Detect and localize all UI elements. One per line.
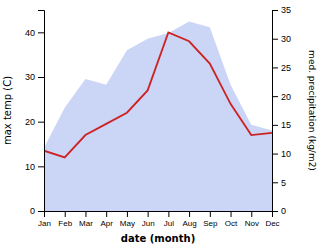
tick-mark bbox=[106, 211, 107, 217]
x-axis-title: date (month) bbox=[121, 233, 195, 244]
tick-label: 40 bbox=[25, 28, 35, 38]
tick-label: 0 bbox=[281, 206, 286, 216]
tick: 30 bbox=[272, 34, 291, 44]
tick-mark bbox=[231, 211, 232, 217]
tick-label: Feb bbox=[58, 219, 72, 228]
tick: 40 bbox=[25, 28, 44, 38]
tick-mark bbox=[38, 211, 44, 212]
tick-label: 20 bbox=[281, 92, 291, 102]
tick-mark bbox=[272, 211, 278, 212]
y2-axis-line bbox=[273, 11, 279, 212]
tick-label: 10 bbox=[281, 149, 291, 159]
tick-mark bbox=[127, 211, 128, 217]
chart: JanFebMarAprMayJunJulAugSepOctNovDec0102… bbox=[0, 0, 318, 247]
tick-label: 5 bbox=[281, 178, 286, 188]
tick: Oct bbox=[225, 211, 238, 228]
tick-mark bbox=[38, 32, 44, 33]
tick: Sep bbox=[203, 211, 218, 228]
tick-mark bbox=[272, 182, 278, 183]
tick-mark bbox=[272, 125, 278, 126]
tick-label: Sep bbox=[203, 219, 218, 228]
tick: Feb bbox=[58, 211, 72, 228]
y2-axis: 0 5 10 15 20 25 30 35 bbox=[272, 5, 291, 216]
tick-mark bbox=[148, 211, 149, 217]
tick-label: 20 bbox=[25, 117, 35, 127]
tick-label: Aug bbox=[182, 219, 196, 228]
tick-mark bbox=[65, 211, 66, 217]
tick-label: 10 bbox=[25, 162, 35, 172]
tick-mark bbox=[210, 211, 211, 217]
y-axis-title: max temp (C) bbox=[2, 76, 13, 145]
tick: Jun bbox=[142, 211, 155, 228]
tick-label: Apr bbox=[100, 219, 113, 228]
tick: Nov bbox=[245, 211, 259, 228]
tick-mark bbox=[272, 67, 278, 68]
tick-label: 30 bbox=[25, 72, 35, 82]
y-axis-line bbox=[38, 11, 45, 212]
tick-mark bbox=[38, 77, 44, 78]
tick: 15 bbox=[272, 120, 291, 130]
tick-label: 35 bbox=[281, 5, 291, 15]
tick-mark bbox=[272, 39, 278, 40]
temperature-line bbox=[44, 32, 272, 157]
plot-area: JanFebMarAprMayJunJulAugSepOctNovDec0102… bbox=[25, 5, 291, 227]
tick-label: 15 bbox=[281, 120, 291, 130]
tick: 35 bbox=[272, 5, 291, 15]
y2-axis-title: med. precipitation (kg/m2) bbox=[307, 50, 317, 171]
tick-label: Jan bbox=[38, 219, 51, 228]
x-axis: Jan Feb Mar Apr May Jun Jul Aug Sep Oct Nov Dec bbox=[38, 211, 280, 228]
tick-mark bbox=[272, 154, 278, 155]
tick: 10 bbox=[272, 149, 291, 159]
tick: Aug bbox=[182, 211, 196, 228]
tick-mark bbox=[272, 96, 278, 97]
tick: Mar bbox=[79, 211, 93, 228]
tick-mark bbox=[38, 122, 44, 123]
tick: Jul bbox=[164, 211, 174, 228]
tick-mark bbox=[251, 211, 252, 217]
tick-label: Jun bbox=[142, 219, 155, 228]
tick-label: Mar bbox=[79, 219, 93, 228]
tick: 25 bbox=[272, 63, 291, 73]
y-axis: 0 10 20 30 40 bbox=[25, 11, 45, 217]
tick: May bbox=[120, 211, 135, 228]
tick-label: 0 bbox=[30, 206, 35, 216]
tick-label: Nov bbox=[245, 219, 259, 228]
tick: Jan bbox=[38, 211, 51, 228]
tick: 0 bbox=[30, 206, 44, 216]
marks bbox=[44, 21, 272, 211]
tick-label: Oct bbox=[225, 219, 238, 228]
tick-label: 30 bbox=[281, 34, 291, 44]
tick: 20 bbox=[272, 92, 291, 102]
tick: Apr bbox=[100, 211, 113, 228]
tick: Dec bbox=[265, 211, 279, 228]
tick-label: May bbox=[120, 219, 135, 228]
tick-mark bbox=[272, 10, 278, 11]
tick-mark bbox=[85, 211, 86, 217]
tick: 10 bbox=[25, 162, 44, 172]
tick-label: Jul bbox=[164, 219, 174, 228]
tick: 20 bbox=[25, 117, 44, 127]
tick-label: 25 bbox=[281, 63, 291, 73]
tick: 0 bbox=[272, 206, 286, 216]
tick-label: Dec bbox=[265, 219, 279, 228]
x-axis-line bbox=[45, 212, 273, 218]
precipitation-area bbox=[44, 21, 272, 211]
tick: 30 bbox=[25, 72, 44, 82]
tick-mark bbox=[189, 211, 190, 217]
tick-mark bbox=[168, 211, 169, 217]
tick: 5 bbox=[272, 178, 286, 188]
tick-mark bbox=[38, 166, 44, 167]
